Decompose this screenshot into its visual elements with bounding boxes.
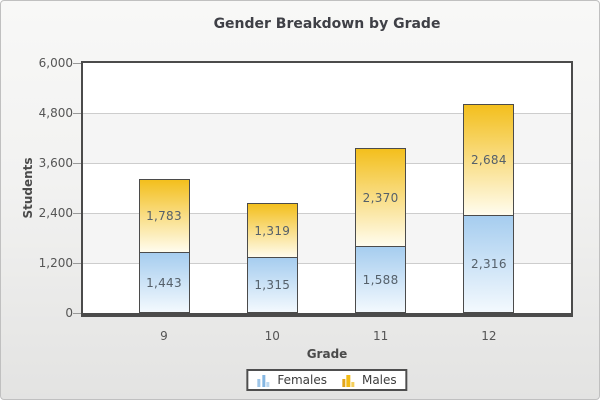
legend-label: Males — [361, 373, 397, 387]
bar-segment-females-grade-10[interactable]: 1,315 — [246, 258, 298, 313]
y-tick-label: 0 — [65, 306, 73, 320]
bar-group-grade-11: 2,370 1,588 — [355, 148, 407, 313]
bar-value-label: 2,370 — [362, 190, 399, 205]
bar-segment-females-grade-12[interactable]: 2,316 — [463, 216, 515, 313]
x-tick-label-grade-9: 9 — [160, 329, 168, 343]
y-tick-label: 3,600 — [38, 156, 73, 170]
x-tick-label-grade-11: 11 — [372, 329, 389, 343]
bar-group-grade-9: 1,783 1,443 — [138, 179, 190, 313]
y-tick-mark — [73, 112, 81, 114]
bar-value-label: 1,319 — [254, 223, 291, 238]
y-tick-mark — [73, 62, 81, 64]
plot-area: 1,783 1,443 1,319 1,315 2,370 1,588 2,684 2,316 — [81, 61, 573, 317]
x-tick-label-grade-12: 12 — [481, 329, 497, 343]
legend-label: Females — [277, 373, 327, 387]
bar-value-label: 1,443 — [146, 275, 182, 290]
bar-value-label: 2,316 — [470, 257, 507, 271]
bar-value-label: 1,588 — [362, 272, 399, 287]
bar-segment-males-grade-11[interactable]: 2,370 — [355, 148, 407, 247]
y-tick-mark — [73, 312, 81, 314]
y-tick-label: 1,200 — [38, 256, 73, 270]
bar-segment-females-grade-11[interactable]: 1,588 — [355, 247, 407, 313]
gridline — [83, 263, 571, 264]
bar-value-label: 1,783 — [146, 209, 182, 223]
gridline — [83, 163, 571, 164]
gridline — [83, 213, 571, 214]
x-axis-title: Grade — [306, 347, 348, 361]
y-tick-label: 4,800 — [38, 106, 73, 120]
y-tick-mark — [73, 162, 81, 164]
bar-segment-males-grade-9[interactable]: 1,783 — [138, 179, 190, 253]
bar-segment-males-grade-12[interactable]: 2,684 — [463, 104, 515, 216]
y-tick-mark — [73, 262, 81, 264]
bar-value-label: 1,315 — [254, 278, 291, 292]
bar-group-grade-10: 1,319 1,315 — [246, 203, 298, 313]
x-tick-label-grade-10: 10 — [264, 329, 280, 343]
legend-item-females[interactable]: Females — [257, 373, 327, 387]
bar-value-label: 2,684 — [470, 153, 507, 167]
bar-segment-females-grade-9[interactable]: 1,443 — [138, 253, 190, 313]
y-tick-label: 6,000 — [38, 56, 73, 70]
y-tick-label: 2,400 — [38, 206, 73, 220]
legend-item-males[interactable]: Males — [341, 373, 397, 387]
bar-group-grade-12: 2,684 2,316 — [463, 104, 515, 313]
chart-title: Gender Breakdown by Grade — [213, 16, 441, 32]
gridline — [83, 113, 571, 114]
mini-bar-chart-icon — [257, 374, 270, 387]
y-tick-mark — [73, 212, 81, 214]
mini-bar-chart-icon — [341, 374, 355, 387]
legend: Females Males — [246, 369, 408, 391]
bar-segment-males-grade-10[interactable]: 1,319 — [246, 203, 298, 258]
